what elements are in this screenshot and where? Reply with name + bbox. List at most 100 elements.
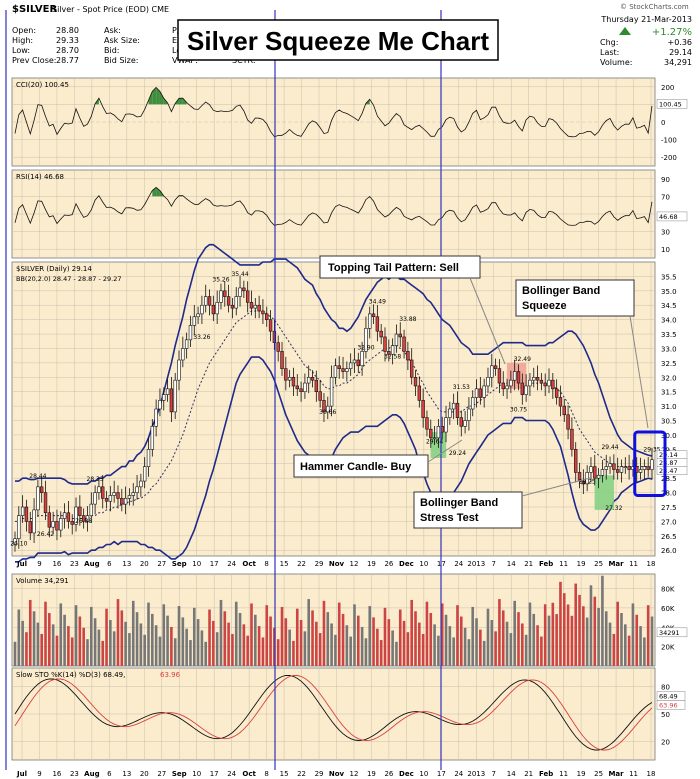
volume-bar xyxy=(376,628,379,666)
rsi-panel-label: RSI(14) 46.68 xyxy=(16,173,64,181)
x-tick-label: 21 xyxy=(524,770,533,778)
price-tick-label: 34.0 xyxy=(661,317,677,325)
candle-body xyxy=(570,428,574,450)
x-tick-label: 13 xyxy=(122,770,131,778)
volume-bar xyxy=(612,633,616,666)
candle-body xyxy=(612,463,616,470)
price-label: 28.33 xyxy=(87,476,104,483)
candle-body xyxy=(421,400,425,418)
volume-bar xyxy=(364,638,368,666)
date-label: Thursday 21-Mar-2013 xyxy=(600,15,692,24)
volume-bar xyxy=(295,608,299,666)
volume-bar xyxy=(322,600,326,666)
last-value-label: 46.68 xyxy=(659,213,678,221)
volume-bar xyxy=(48,613,51,666)
volume-bar xyxy=(280,606,284,666)
candle-body xyxy=(394,333,399,346)
candle-body xyxy=(47,512,52,528)
volume-bar xyxy=(616,601,619,666)
candle-body xyxy=(265,313,269,320)
x-tick-label: 23 xyxy=(70,560,79,568)
candle-body xyxy=(249,302,254,309)
volume-bar xyxy=(307,599,311,666)
bid-label: Bid: xyxy=(104,46,119,55)
candle-body xyxy=(59,518,63,531)
candle-body xyxy=(13,538,17,545)
volume-bar xyxy=(543,604,547,666)
price-tick-label: 27.0 xyxy=(661,518,677,526)
bollinger-squeeze-line1: Bollinger Band xyxy=(522,285,600,297)
volume-bar xyxy=(536,625,539,666)
volume-bar xyxy=(151,613,154,666)
candle-body xyxy=(387,351,391,355)
price-label: 28.44 xyxy=(29,473,46,480)
candle-body xyxy=(139,480,143,488)
x-tick-label: Mar xyxy=(608,560,624,568)
sto-d-line xyxy=(14,675,653,751)
upper-bollinger-band xyxy=(15,243,653,485)
volume-bar xyxy=(250,603,253,666)
price-tick-label: 28.0 xyxy=(661,490,677,498)
candle-body xyxy=(326,405,330,413)
volume-bar xyxy=(36,622,40,666)
candle-body xyxy=(390,345,395,355)
volume-bar xyxy=(391,630,394,666)
sto-tick-label: 80 xyxy=(661,683,670,691)
volume-bar xyxy=(276,639,280,666)
volume-bar xyxy=(63,614,66,666)
volume-bar xyxy=(40,633,44,666)
x-tick-label: Oct xyxy=(242,770,256,778)
annotations: Topping Tail Pattern: Sell Bollinger Ban… xyxy=(293,255,649,529)
volume-bar xyxy=(479,629,482,666)
x-tick-label: 27 xyxy=(157,770,166,778)
x-tick-label: 18 xyxy=(647,560,656,568)
lower-bollinger-band xyxy=(15,356,653,563)
volume-bar xyxy=(200,630,204,666)
x-tick-label: 17 xyxy=(210,560,219,568)
x-tick-label: 2013 xyxy=(467,560,485,568)
volume-bar xyxy=(204,641,208,666)
candle-body xyxy=(623,466,627,468)
candle-body xyxy=(600,469,605,476)
volume-bar xyxy=(124,621,127,666)
candle-body xyxy=(551,379,555,390)
volume-bar xyxy=(486,608,490,666)
volume-bar xyxy=(425,601,429,666)
x-tick-label: 23 xyxy=(70,770,79,778)
symbol-title: $SILVER xyxy=(12,4,57,15)
volume-bar xyxy=(257,626,261,666)
candle-body xyxy=(295,385,299,390)
x-tick-label: 10 xyxy=(192,560,201,568)
candle-body xyxy=(74,506,78,525)
volume-tick-label: 60K xyxy=(661,605,675,613)
candle-body xyxy=(532,376,536,381)
candle-body xyxy=(566,414,570,430)
x-tick-label: 19 xyxy=(577,770,586,778)
candle-body xyxy=(51,521,55,528)
price-tick-label: 29.5 xyxy=(661,446,677,454)
price-tick-label: 32.5 xyxy=(661,360,677,368)
volume-bar xyxy=(349,636,352,666)
prevclose-label: Prev Close: xyxy=(12,56,56,65)
rsi-tick-label: 10 xyxy=(661,246,670,254)
candle-body xyxy=(81,515,86,522)
volume-bar xyxy=(311,610,314,666)
volume-bar xyxy=(13,641,17,666)
candle-body xyxy=(238,287,242,297)
candle-body xyxy=(280,351,284,369)
candle-body xyxy=(379,330,383,338)
volume-bar xyxy=(326,612,330,666)
candle-body xyxy=(417,385,422,401)
sto-d-label: 63.96 xyxy=(160,671,181,679)
last-value-label: 34291 xyxy=(659,629,680,637)
price-tick-label: 33.0 xyxy=(661,345,677,353)
x-tick-label: 15 xyxy=(280,560,289,568)
price-label: 26.42 xyxy=(37,531,54,538)
candle-body xyxy=(646,466,650,470)
x-tick-label: 6 xyxy=(107,560,112,568)
volume-bar xyxy=(101,640,105,666)
volume-bar xyxy=(70,637,74,666)
candle-body xyxy=(436,425,441,439)
candle-body xyxy=(642,466,647,470)
